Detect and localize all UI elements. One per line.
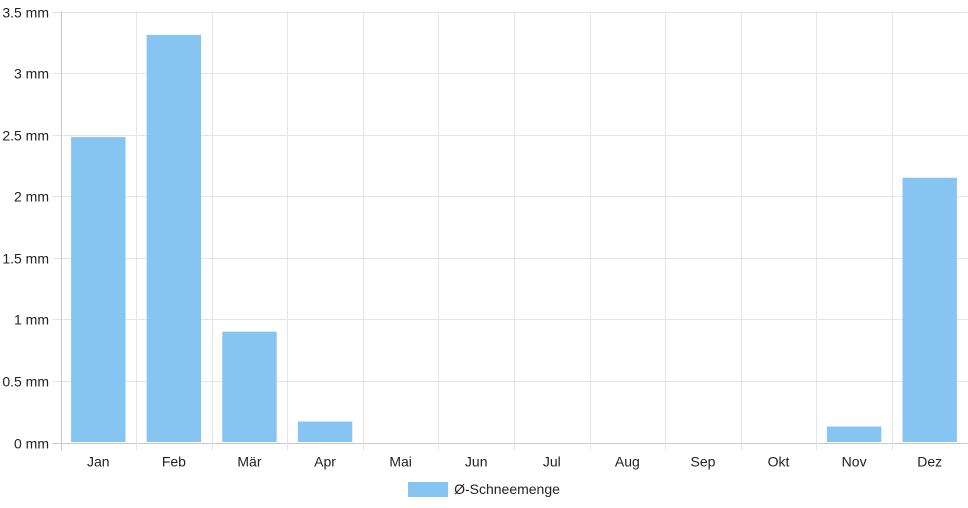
grid-layer — [52, 11, 968, 451]
y-tick-label: 2.5 mm — [2, 128, 49, 144]
x-tick-label: Sep — [690, 454, 715, 470]
bar-feb[interactable] — [146, 34, 202, 442]
x-tick-label: Jul — [543, 454, 561, 470]
legend-label: Ø-Schneemenge — [454, 481, 560, 497]
x-tick-label: Mai — [389, 454, 412, 470]
bar-mär[interactable] — [222, 331, 277, 442]
x-tick-label: Jan — [87, 454, 110, 470]
x-tick-label: Dez — [917, 454, 942, 470]
y-tick-label: 3.5 mm — [2, 5, 49, 21]
bar-dez[interactable] — [902, 177, 957, 442]
x-tick-label: Aug — [615, 454, 640, 470]
y-tick-label: 2 mm — [14, 189, 49, 205]
bar-apr[interactable] — [297, 421, 353, 442]
bar-jan[interactable] — [71, 137, 126, 442]
bars-layer — [71, 34, 957, 442]
axis-layer: 0 mm 0.5 mm 1 mm 1.5 mm 2 mm 2.5 mm 3 mm 3.5 mm… — [2, 5, 942, 470]
x-tick-label: Mär — [237, 454, 261, 470]
y-tick-label: 1.5 mm — [2, 251, 49, 267]
bar-chart: 0 mm 0.5 mm 1 mm 1.5 mm 2 mm 2.5 mm 3 mm 3.5 mm… — [2, 5, 968, 470]
x-tick-label: Feb — [162, 454, 186, 470]
x-tick-label: Nov — [842, 454, 867, 470]
y-tick-label: 0 mm — [14, 436, 49, 452]
x-tick-label: Jun — [465, 454, 488, 470]
x-tick-label: Okt — [768, 454, 790, 470]
y-tick-label: 3 mm — [14, 66, 49, 82]
y-tick-label: 0.5 mm — [2, 374, 49, 390]
legend-swatch — [408, 481, 449, 497]
y-tick-label: 1 mm — [14, 312, 49, 328]
x-tick-label: Apr — [314, 454, 336, 470]
legend[interactable]: Ø-Schneemenge — [0, 478, 968, 500]
bar-nov[interactable] — [826, 426, 882, 442]
